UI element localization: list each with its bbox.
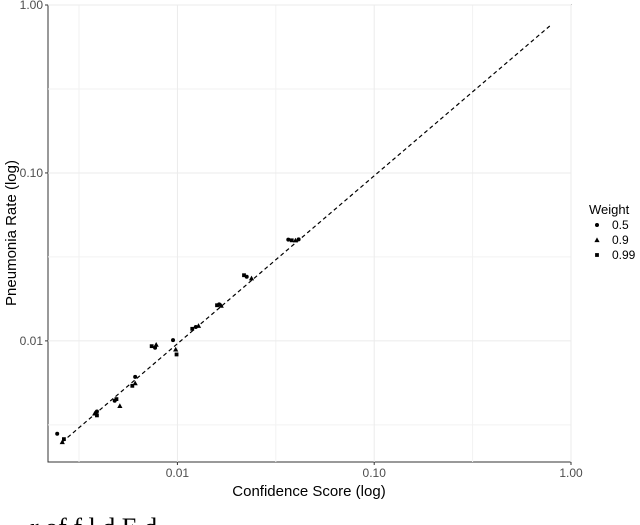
point-square (242, 273, 246, 278)
x-axis-title: Confidence Score (log) (232, 483, 385, 500)
x-tick-label: 0.10 (363, 466, 387, 480)
y-axis-ticks: 0.01 0.10 1.00 (20, 0, 48, 348)
point-circle (133, 374, 138, 379)
point-square (149, 344, 154, 349)
point-square (190, 326, 195, 331)
reference-line (61, 25, 551, 443)
point-square (130, 383, 135, 388)
point-triangle (292, 237, 299, 243)
legend-title: Weight (589, 202, 630, 217)
y-tick-label: 0.01 (20, 334, 44, 348)
legend-key-triangle (594, 237, 600, 243)
point-triangle (153, 342, 159, 347)
point-square (114, 397, 119, 402)
legend-key-circle (595, 223, 599, 227)
x-tick-label: 1.00 (559, 466, 583, 480)
point-circle (153, 345, 158, 350)
point-triangle (59, 439, 65, 445)
point-triangle (218, 303, 224, 308)
x-axis-ticks: 0.01 0.10 1.00 (166, 462, 583, 480)
point-square (174, 352, 179, 357)
point-circle (193, 324, 198, 329)
y-axis-title: Pneumonia Rate (log) (3, 160, 20, 306)
point-circle (296, 237, 301, 242)
point-triangle (173, 346, 179, 352)
legend: Weight 0.50.90.99 (589, 202, 636, 262)
point-triangle (195, 323, 202, 328)
y-tick-label: 0.10 (20, 166, 44, 180)
caption-fragment: r of f l d E d (30, 513, 157, 525)
plot-panel (47, 4, 572, 463)
legend-label: 0.5 (612, 218, 629, 232)
point-circle (171, 338, 176, 343)
point-circle (94, 409, 99, 414)
point-square (289, 238, 294, 243)
legend-label: 0.9 (612, 233, 629, 247)
point-triangle (248, 275, 255, 281)
x-tick-label: 0.01 (166, 466, 190, 480)
y-tick-label: 1.00 (20, 0, 44, 12)
reference-line-group (61, 25, 551, 443)
point-square (215, 303, 219, 308)
legend-key-square (595, 253, 599, 257)
point-triangle (117, 403, 123, 408)
point-square (62, 437, 66, 442)
legend-label: 0.99 (612, 248, 636, 262)
data-points (55, 237, 301, 445)
point-circle (55, 431, 60, 436)
point-circle (286, 237, 291, 242)
legend-items: 0.50.90.99 (594, 218, 636, 262)
grid-lines (48, 4, 572, 462)
point-square (95, 413, 99, 418)
